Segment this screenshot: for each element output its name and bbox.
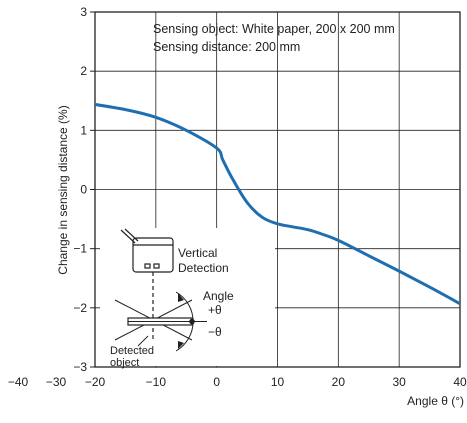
y-tick-label: −1 (73, 242, 87, 256)
annotation-sensing-distance: Sensing distance: 200 mm (153, 40, 300, 54)
x-tick-label: −20 (85, 375, 106, 389)
x-tick-labels: −40 −30 −20 −10 0 10 20 30 40 (8, 375, 467, 389)
y-axis-label: Change in sensing distance (%) (56, 105, 70, 274)
y-tick-labels: 3 2 1 0 −1 −2 −3 (73, 5, 95, 374)
x-tick-label: 20 (332, 375, 346, 389)
series-layer (95, 102, 460, 306)
x-tick-label: −30 (46, 375, 67, 389)
x-tick-label: −10 (146, 375, 167, 389)
x-tick-label: 10 (271, 375, 285, 389)
annotation-sensing-object: Sensing object: White paper, 200 x 200 m… (153, 22, 395, 36)
series-line (95, 102, 460, 306)
x-tick-label: 40 (453, 375, 467, 389)
x-axis-label: Angle θ (°) (407, 394, 464, 408)
x-tick-label: 30 (392, 375, 406, 389)
y-tick-label: 0 (80, 183, 87, 197)
x-tick-label: 0 (213, 375, 220, 389)
inset-label-detection: Detection (178, 261, 229, 275)
y-tick-label: 1 (80, 123, 87, 137)
inset-label-minus-theta: −θ (208, 325, 222, 339)
inset-label-detected: Detected (110, 345, 154, 357)
inset-label-angle: Angle (203, 289, 234, 303)
inset-label-plus-theta: +θ (208, 303, 222, 317)
y-tick-label: 3 (80, 5, 87, 19)
y-tick-label: −2 (73, 301, 87, 315)
x-tick-label: −40 (8, 375, 29, 389)
sensor-icon (114, 228, 207, 352)
y-tick-label: 2 (80, 64, 87, 78)
inset-label-object: object (110, 357, 139, 369)
inset-diagram: Vertical Detection Angle +θ −θ Detected … (100, 228, 275, 369)
inset-background (100, 228, 275, 366)
y-tick-label: −3 (73, 360, 87, 374)
inset-label-vertical: Vertical (178, 246, 217, 260)
